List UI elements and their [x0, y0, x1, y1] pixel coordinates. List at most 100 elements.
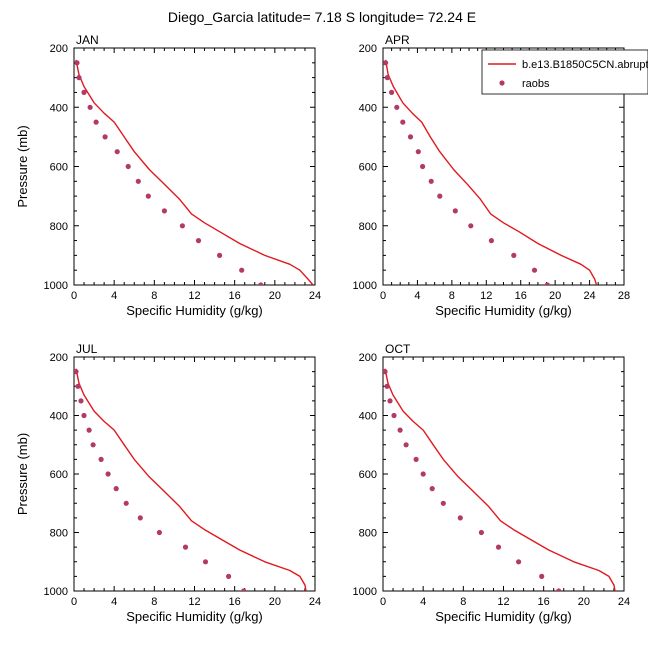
obs-point-jan: [125, 163, 131, 170]
obs-point-oct: [539, 573, 545, 580]
x-tick-label-oct: 8: [460, 596, 466, 608]
series-group-jan: [74, 59, 314, 285]
model-line-apr: [384, 59, 598, 285]
figure-title: Diego_Garcia latitude= 7.18 S longitude=…: [168, 9, 476, 25]
obs-point-jan: [135, 178, 141, 184]
y-tick-label-jan: 800: [50, 221, 68, 233]
obs-point-apr: [420, 163, 426, 170]
obs-point-jan: [258, 282, 264, 285]
y-tick-label-oct: 600: [359, 469, 377, 481]
x-tick-label-apr: 4: [414, 290, 420, 302]
obs-point-jan: [81, 89, 87, 95]
obs-point-apr: [531, 267, 538, 273]
panel-jul: 0 4 8 12 16 20 24 200 400 600 800 1000 JUL Specific H…: [15, 342, 321, 624]
obs-point-apr: [383, 60, 389, 66]
x-tick-label-oct: 4: [420, 596, 426, 608]
model-line-jul: [75, 368, 307, 591]
y-tick-label-jul: 600: [50, 469, 68, 481]
y-axis-label-jan: Pressure (mb): [15, 125, 30, 207]
obs-point-jan: [145, 193, 151, 199]
obs-point-apr: [394, 104, 400, 110]
obs-point-jan: [217, 252, 223, 258]
obs-point-jan: [93, 119, 99, 125]
obs-point-apr: [400, 119, 406, 125]
panel-oct: 0 4 8 12 16 20 24 200 400 600 800 1000 OCT Specific H…: [353, 342, 631, 624]
x-tick-label-jan: 12: [188, 290, 200, 302]
y-tick-label-jan: 1000: [44, 280, 68, 292]
x-tick-label-jul: 4: [111, 596, 117, 608]
x-tick-label-jul: 0: [71, 596, 77, 608]
x-tick-label-jan: 24: [309, 290, 321, 302]
obs-point-apr: [384, 75, 390, 81]
obs-point-oct: [397, 427, 403, 433]
obs-point-jul: [182, 544, 189, 550]
obs-point-jul: [137, 515, 143, 521]
x-tick-label-oct: 24: [618, 596, 630, 608]
y-tick-label-jan: 400: [50, 102, 68, 114]
obs-point-jul: [226, 573, 232, 580]
series-group-apr: [383, 59, 598, 285]
obs-point-apr: [511, 252, 517, 258]
x-tick-label-jan: 4: [111, 290, 117, 302]
y-tick-label-apr: 200: [359, 43, 377, 55]
legend-obs-label: raobs: [522, 78, 550, 90]
obs-point-apr: [407, 134, 414, 140]
x-tick-label-jul: 24: [309, 596, 321, 608]
panel-title-jan: JAN: [76, 33, 99, 47]
legend-dot-swatch: [499, 80, 505, 86]
obs-point-jan: [74, 60, 80, 66]
obs-point-apr: [452, 208, 458, 214]
y-tick-label-apr: 800: [359, 221, 377, 233]
obs-point-jan: [76, 75, 82, 81]
obs-point-jan: [195, 238, 202, 244]
x-tick-label-jul: 12: [188, 596, 200, 608]
x-tick-label-oct: 20: [578, 596, 590, 608]
y-tick-label-jul: 1000: [44, 586, 68, 598]
obs-point-apr: [428, 178, 434, 184]
model-line-jan: [75, 59, 314, 285]
panel-title-oct: OCT: [385, 342, 411, 356]
obs-point-apr: [488, 238, 494, 244]
obs-point-apr: [437, 193, 443, 199]
legend-model-label: b.e13.B1850C5CN.abrupt4xCO2: [522, 59, 648, 71]
obs-point-apr: [468, 223, 474, 229]
y-tick-label-jul: 200: [50, 352, 68, 364]
legend: b.e13.B1850C5CN.abrupt4xCO2 raobs: [481, 49, 648, 95]
obs-point-oct: [478, 529, 484, 536]
obs-point-jul: [113, 486, 119, 492]
obs-point-jul: [74, 369, 79, 375]
y-tick-label-jan: 600: [50, 162, 68, 174]
x-tick-label-oct: 16: [538, 596, 550, 608]
obs-point-jan: [239, 267, 245, 273]
obs-point-oct: [440, 500, 446, 506]
panel-apr: 0 4 8 12 16 20 24 28 200 400 600 800 1000 APR Specific…: [353, 33, 648, 318]
obs-point-jul: [241, 588, 247, 591]
panel-title-jul: JUL: [76, 342, 98, 356]
obs-point-apr: [415, 149, 421, 155]
x-tick-label-jan: 16: [229, 290, 241, 302]
obs-point-oct: [495, 544, 502, 550]
obs-point-oct: [387, 398, 393, 404]
x-tick-label-oct: 12: [497, 596, 509, 608]
x-tick-label-apr: 28: [618, 290, 630, 302]
obs-point-jan: [179, 223, 185, 229]
x-axis-label-oct: Specific Humidity (g/kg): [435, 609, 572, 624]
obs-point-oct: [384, 383, 390, 389]
x-axis-label-jul: Specific Humidity (g/kg): [126, 609, 263, 624]
y-tick-label-apr: 1000: [353, 280, 377, 292]
obs-point-apr: [389, 89, 395, 95]
obs-point-oct: [556, 588, 562, 591]
obs-point-jul: [90, 442, 96, 448]
model-line-oct: [384, 368, 616, 591]
obs-point-oct: [457, 515, 463, 521]
panels: 0 4 8 12 16 20 24 200 400 600 800 1000 JAN Specific H…: [15, 33, 648, 624]
obs-point-oct: [383, 369, 388, 375]
obs-point-oct: [413, 456, 419, 462]
obs-point-jul: [98, 456, 104, 462]
obs-point-jul: [75, 383, 81, 389]
obs-point-oct: [516, 559, 522, 565]
x-tick-label-jan: 0: [71, 290, 77, 302]
panel-title-apr: APR: [385, 33, 410, 47]
